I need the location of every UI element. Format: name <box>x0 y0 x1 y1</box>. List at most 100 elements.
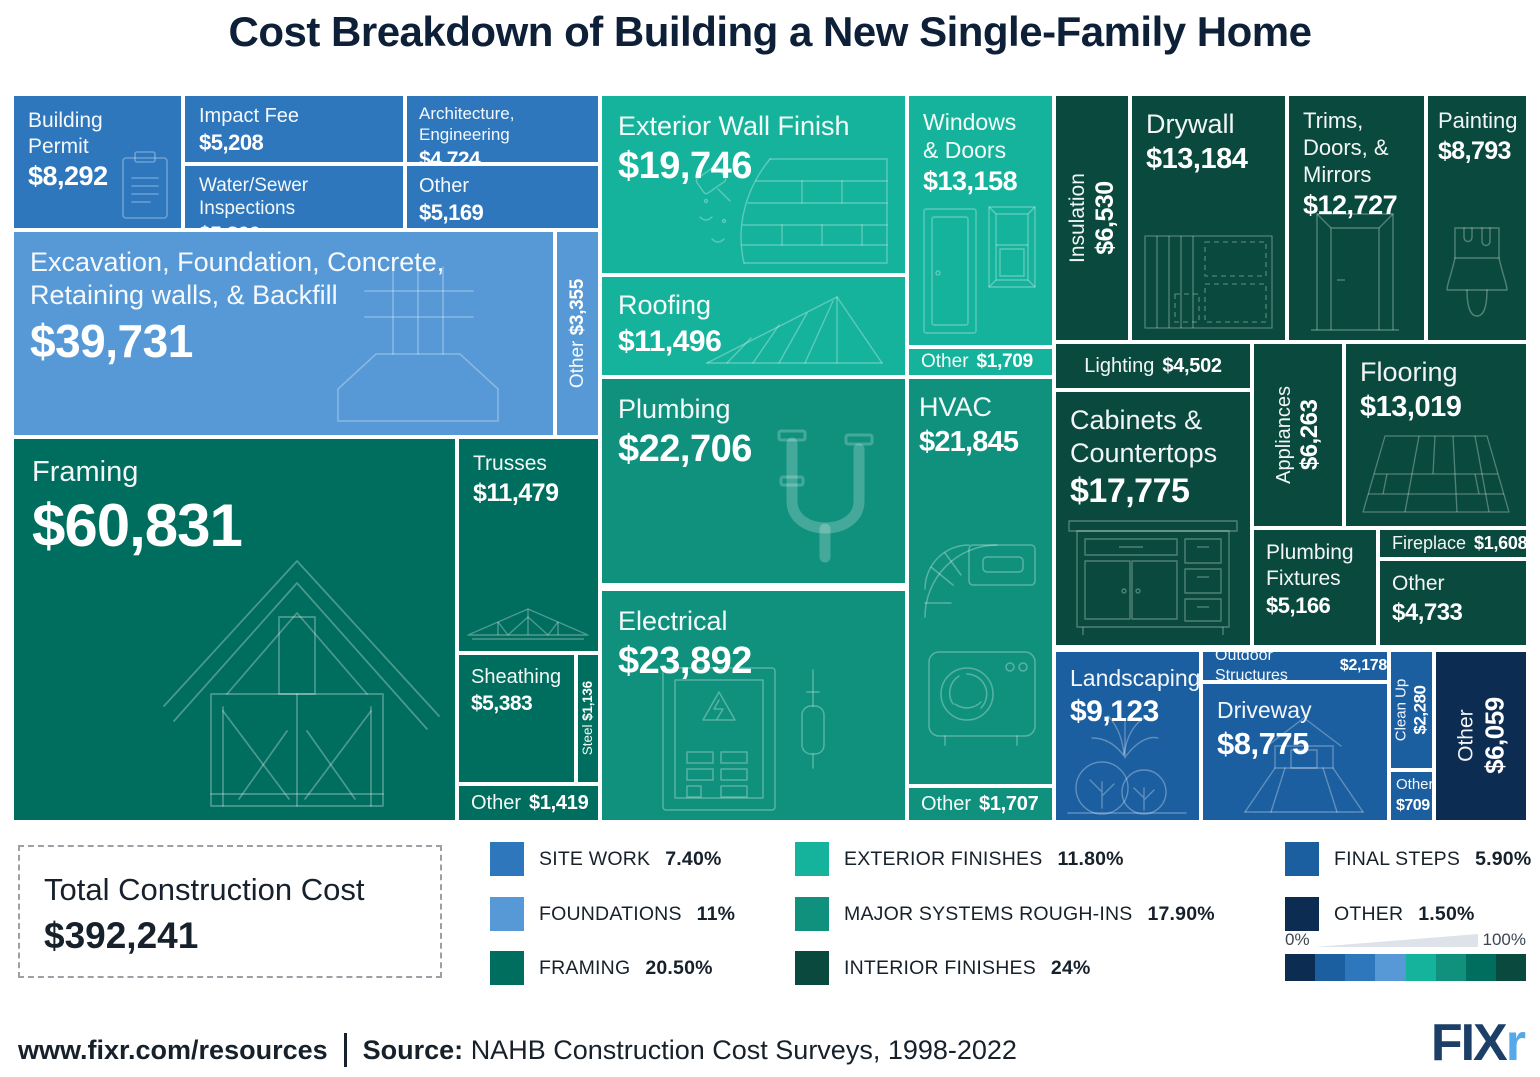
tile-label: Impact Fee <box>199 105 300 127</box>
tile-value: $12,727 <box>1303 190 1398 221</box>
tile-label: Outdoor Structures <box>1215 652 1288 680</box>
scale-segment <box>1315 954 1346 981</box>
tile-label: Electrical <box>618 606 728 636</box>
legend-item-major-systems: MAJOR SYSTEMS ROUGH-INS 17.90% <box>795 897 1215 931</box>
scale-max-label: 100% <box>1482 930 1526 949</box>
page-title: Cost Breakdown of Building a New Single-… <box>228 8 1312 55</box>
tile-insulation: Insulation $6,530 <box>1056 96 1128 340</box>
scale-segment <box>1285 954 1316 981</box>
tile-value: $8,793 <box>1438 136 1511 165</box>
door-frame-icon <box>1311 213 1399 331</box>
tile-label: Plumbing <box>618 394 731 424</box>
tile-value: $13,158 <box>923 166 1018 197</box>
tile-value: $5,208 <box>199 130 264 156</box>
total-cost-value: $392,241 <box>44 915 199 956</box>
tile-value: $13,019 <box>1360 390 1462 423</box>
fixr-logo-r: r <box>1505 1014 1526 1072</box>
tile-major-other: Other $1,707 <box>909 788 1052 820</box>
tile-label: Lighting <box>1084 354 1155 377</box>
tile-value: $2,178 <box>1339 657 1387 674</box>
scale-bar <box>1285 954 1526 981</box>
legend-label: INTERIOR FINISHES <box>844 956 1036 979</box>
legend-item-site-work: SITE WORK 7.40% <box>490 842 722 876</box>
tile-label: Other <box>566 340 588 389</box>
tile-value: $6,263 <box>1296 399 1324 471</box>
tile-label: Steel <box>579 724 595 756</box>
scale-wedge-icon <box>1314 934 1478 947</box>
tile-label: Other <box>419 175 470 197</box>
legend-label: FRAMING <box>539 956 631 979</box>
tile-impact-fee: Impact Fee $5,208 <box>185 96 403 162</box>
tile-label: Driveway <box>1217 697 1312 723</box>
tile-label: Other <box>1454 709 1478 763</box>
tile-trusses: Trusses $11,479 <box>459 439 598 651</box>
tile-value: $60,831 <box>32 492 243 560</box>
tile-painting: Painting $8,793 <box>1428 96 1526 340</box>
legend-swatch-final-steps <box>1285 842 1319 876</box>
tile-label: Trims, Doors, & Mirrors <box>1303 108 1389 187</box>
color-scale: 0% 100% <box>1285 930 1526 981</box>
tile-value: $9,123 <box>1070 695 1159 729</box>
tile-trims-doors-mirrors: Trims, Doors, & Mirrors $12,727 <box>1289 96 1424 340</box>
paint-brush-icon <box>1446 227 1508 317</box>
tile-value: $6,059 <box>1479 697 1510 775</box>
tile-label: Flooring <box>1360 357 1458 387</box>
tile-label: Other <box>921 351 969 373</box>
tile-plumbing: Plumbing $22,706 <box>602 379 905 583</box>
tile-label: Clean Up <box>1392 678 1410 742</box>
tile-value: $4,724 <box>419 148 481 162</box>
footer-url[interactable]: www.fixr.com/resources <box>18 1034 328 1065</box>
tile-value: $3,355 <box>566 278 588 336</box>
tile-value: $5,800 <box>199 223 389 228</box>
tile-value: $13,184 <box>1146 142 1248 175</box>
tile-value: $1,136 <box>579 681 595 721</box>
tile-driveway: Driveway $8,775 <box>1203 684 1387 820</box>
tile-value: $5,383 <box>471 692 533 716</box>
tile-label: Fireplace <box>1392 532 1467 553</box>
tile-windows-doors: Windows & Doors $13,158 <box>909 96 1052 345</box>
tile-value: $39,731 <box>30 314 193 367</box>
legend-swatch-major-systems <box>795 897 829 931</box>
footer-source-label: Source: <box>362 1034 464 1065</box>
tile-framing-other: Other $1,419 <box>459 786 598 820</box>
legend-label: SITE WORK <box>539 847 651 870</box>
tile-label: Other <box>921 792 972 815</box>
tile-water-sewer-inspections: Water/Sewer Inspections $5,800 <box>185 166 403 228</box>
tile-value: $21,845 <box>919 425 1019 458</box>
scale-segment <box>1495 954 1526 981</box>
scale-min-label: 0% <box>1285 930 1310 949</box>
tile-label: Water/Sewer Inspections <box>199 175 309 220</box>
tile-label: Sheathing <box>471 666 562 688</box>
legend-percent: 17.90% <box>1147 902 1215 925</box>
tile-excavation-foundation: Excavation, Foundation, Concrete, Retain… <box>14 232 553 435</box>
tile-label: Drywall <box>1146 109 1235 139</box>
tile-building-permit: Building Permit $8,292 <box>14 96 181 228</box>
legend-label: MAJOR SYSTEMS ROUGH-INS <box>844 902 1133 925</box>
tile-value: $23,892 <box>618 639 752 682</box>
tile-label: Insulation <box>1065 173 1089 263</box>
scale-segment <box>1405 954 1436 981</box>
house-frame-icon <box>163 560 440 807</box>
tile-label: Trusses <box>473 452 547 475</box>
legend-swatch-interior-finishes <box>795 951 829 985</box>
scale-segment <box>1375 954 1406 981</box>
legend-swatch-framing <box>490 951 524 985</box>
cabinet-icon <box>1068 520 1238 635</box>
tile-value: $19,746 <box>618 144 752 187</box>
treemap-chart: Building Permit $8,292 Impact Fee $5,208… <box>14 96 1526 820</box>
tile-foundations-other: Other $3,355 <box>557 232 598 435</box>
legend-percent: 24% <box>1050 956 1091 979</box>
fixr-logo: FIXr <box>1431 1013 1526 1073</box>
tile-value: $1,419 <box>529 791 589 814</box>
tile-label: Building Permit <box>28 109 103 158</box>
tile-value: $709 <box>1396 797 1430 815</box>
truss-icon <box>467 608 589 640</box>
tile-final-other: Other $709 <box>1391 772 1432 820</box>
tile-exterior-wall-finish: Exterior Wall Finish $19,746 <box>602 96 905 273</box>
tile-clean-up: Clean Up $2,280 <box>1391 652 1432 768</box>
legend-item-interior-finishes: INTERIOR FINISHES 24% <box>795 951 1091 985</box>
scale-segment <box>1345 954 1376 981</box>
tile-label: Windows & Doors <box>923 109 1017 164</box>
legend-item-other: OTHER 1.50% <box>1285 897 1475 931</box>
footer-divider <box>343 1033 347 1067</box>
